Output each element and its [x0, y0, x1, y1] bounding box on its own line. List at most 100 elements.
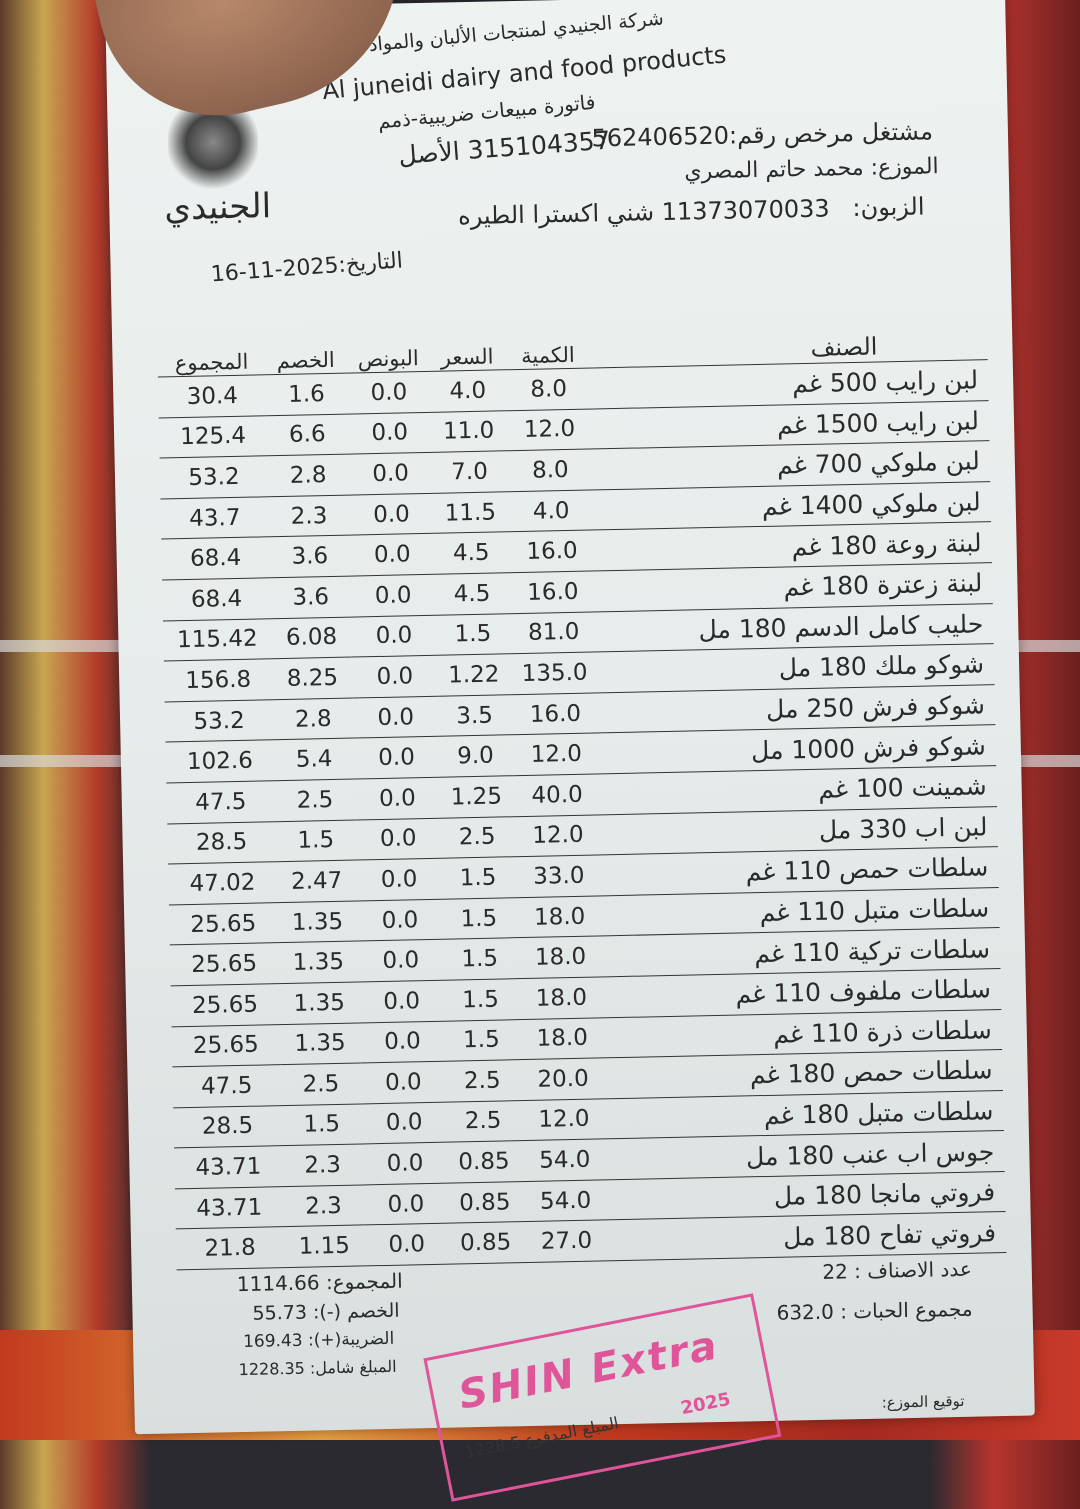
- cell-total: 68.4: [161, 537, 271, 580]
- cell-bonus: 0.0: [354, 777, 441, 820]
- cell-quantity: 20.0: [518, 1057, 608, 1101]
- stamp-year: 2025: [679, 1388, 733, 1420]
- cell-quantity: 81.0: [509, 611, 599, 654]
- logo-text: الجنيدي: [163, 186, 272, 229]
- cell-quantity: 16.0: [508, 570, 598, 614]
- cell-price: 3.5: [437, 694, 512, 737]
- cell-discount: 1.35: [277, 941, 360, 984]
- cell-discount: 2.8: [272, 697, 354, 741]
- cell-price: 1.5: [435, 613, 511, 656]
- cell-bonus: 0.0: [349, 533, 435, 577]
- items-table: المجموع الخصم البونص السعر الكمية الصنف …: [157, 321, 1007, 1270]
- cell-price: 9.0: [438, 735, 513, 778]
- cell-price: 4.0: [430, 369, 505, 412]
- cell-quantity: 12.0: [513, 814, 603, 857]
- cell-quantity: 18.0: [517, 1017, 607, 1060]
- cell-quantity: 18.0: [515, 895, 605, 938]
- licensed-operator: مشتغل مرخص رقم:562406520: [591, 117, 934, 153]
- cell-price: 1.5: [440, 856, 516, 899]
- column-header-discount: الخصم: [265, 334, 347, 375]
- cell-quantity: 8.0: [505, 449, 595, 492]
- cell-bonus: 0.0: [359, 980, 445, 1023]
- cell-total: 25.65: [168, 902, 278, 946]
- cell-price: 1.25: [439, 775, 514, 818]
- cell-discount: 1.35: [279, 1022, 361, 1065]
- cell-quantity: 12.0: [519, 1098, 609, 1141]
- cell-total: 28.5: [173, 1105, 282, 1149]
- cell-total: 53.2: [164, 699, 274, 743]
- cell-quantity: 18.0: [515, 936, 606, 979]
- cell-price: 4.5: [434, 532, 509, 575]
- cell-total: 125.4: [158, 415, 268, 459]
- cell-discount: 2.3: [268, 494, 350, 538]
- cell-bonus: 0.0: [355, 817, 441, 861]
- cell-discount: 8.25: [271, 657, 354, 700]
- cell-price: 7.0: [432, 450, 507, 494]
- cell-bonus: 0.0: [350, 574, 436, 617]
- cell-total: 47.5: [172, 1064, 282, 1108]
- cell-discount: 1.5: [281, 1103, 363, 1146]
- cell-discount: 3.6: [270, 576, 352, 619]
- origin-number: 315104357 الأصل: [397, 125, 612, 170]
- cell-discount: 2.47: [276, 860, 358, 903]
- cell-bonus: 0.0: [364, 1223, 450, 1266]
- invoice-date: التاريخ:2025-11-16: [209, 248, 404, 288]
- cell-price: 2.5: [445, 1059, 520, 1102]
- cell-discount: 1.35: [276, 900, 359, 943]
- cell-total: 30.4: [157, 374, 267, 418]
- cell-bonus: 0.0: [347, 411, 433, 455]
- cell-item: فروتي تفاح 180 مل: [610, 1211, 1007, 1261]
- customer-value: 11373070033 شني اكسترا الطيره: [457, 194, 830, 231]
- stamp-paid-amount: المبلغ المدفوع 1228.5: [463, 1413, 621, 1462]
- cell-discount: 1.35: [278, 981, 360, 1025]
- cell-bonus: 0.0: [352, 655, 438, 698]
- column-header-bonus: البونص: [345, 332, 431, 374]
- cell-price: 0.85: [448, 1222, 523, 1265]
- cell-quantity: 33.0: [514, 854, 604, 898]
- cell-total: 28.5: [167, 821, 277, 865]
- cell-discount: 3.6: [269, 535, 351, 578]
- cell-total: 47.02: [168, 861, 277, 905]
- cell-price: 2.5: [446, 1100, 521, 1143]
- distributor: الموزع: محمد حاتم المصري: [684, 154, 939, 184]
- customer: الزبون: 11373070033 شني اكسترا الطيره: [458, 192, 925, 230]
- cell-quantity: 54.0: [520, 1139, 610, 1182]
- cell-quantity: 27.0: [521, 1220, 612, 1263]
- cell-discount: 1.6: [265, 373, 348, 416]
- cell-bonus: 0.0: [361, 1101, 447, 1145]
- cell-total: 25.65: [170, 983, 280, 1027]
- cell-discount: 5.4: [273, 738, 355, 781]
- cell-price: 1.5: [443, 978, 518, 1021]
- cell-total: 115.42: [162, 618, 272, 662]
- cell-price: 1.5: [441, 897, 516, 940]
- cell-bonus: 0.0: [363, 1183, 449, 1226]
- cell-quantity: 54.0: [521, 1179, 611, 1223]
- store-stamp: SHIN Extra المبلغ المدفوع 1228.5 2025: [423, 1293, 782, 1502]
- cell-price: 11.0: [431, 410, 506, 453]
- cell-total: 43.71: [174, 1186, 284, 1230]
- cell-total: 43.71: [174, 1145, 283, 1189]
- tax-total: الضريبة(+): 169.43: [242, 1328, 395, 1352]
- cell-price: 11.5: [433, 491, 508, 534]
- cell-total: 25.65: [169, 942, 279, 986]
- piece-count: مجموع الحبات : 632.0: [776, 1296, 973, 1325]
- cell-discount: 2.3: [281, 1144, 364, 1187]
- subtotal: المجموع: 1114.66: [236, 1268, 403, 1297]
- cell-total: 68.4: [162, 577, 271, 621]
- discount-total: الخصم (-): 55.73: [252, 1299, 400, 1325]
- cell-quantity: 12.0: [511, 733, 601, 776]
- cell-total: 25.65: [171, 1024, 281, 1067]
- cell-price: 1.5: [444, 1019, 519, 1062]
- cell-bonus: 0.0: [353, 736, 440, 779]
- cell-discount: 2.5: [280, 1063, 362, 1106]
- cell-bonus: 0.0: [346, 371, 432, 414]
- cell-price: 0.85: [446, 1140, 522, 1184]
- column-header-total: المجموع: [157, 336, 266, 378]
- cell-bonus: 0.0: [348, 493, 435, 536]
- cell-quantity: 18.0: [516, 976, 606, 1020]
- item-count: عدد الاصناف : 22: [822, 1256, 972, 1284]
- cell-bonus: 0.0: [362, 1142, 448, 1185]
- column-header-quantity: الكمية: [503, 329, 593, 370]
- cell-quantity: 4.0: [506, 489, 596, 533]
- cell-bonus: 0.0: [359, 1020, 446, 1064]
